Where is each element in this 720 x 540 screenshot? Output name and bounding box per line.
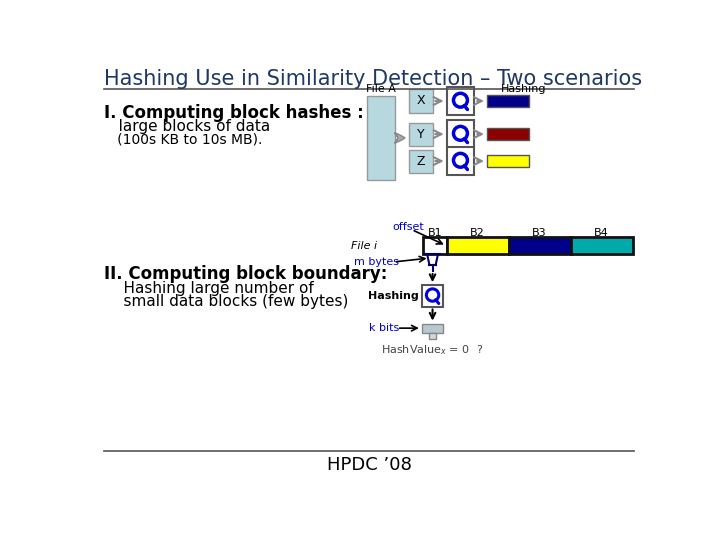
Text: HPDC ’08: HPDC ’08: [327, 456, 411, 474]
Text: B2: B2: [470, 228, 485, 238]
Bar: [409, 123, 433, 146]
Text: I. Computing block hashes :: I. Computing block hashes :: [104, 104, 364, 122]
Text: HashValue$_x$ = 0  ?: HashValue$_x$ = 0 ?: [382, 343, 484, 356]
Text: B1: B1: [428, 228, 442, 238]
Text: Hashing Use in Similarity Detection – Two scenarios: Hashing Use in Similarity Detection – Tw…: [104, 69, 642, 89]
Text: Y: Y: [417, 127, 425, 140]
Bar: [487, 128, 529, 140]
Text: large blocks of data: large blocks of data: [104, 119, 270, 134]
Bar: [570, 237, 632, 254]
Text: Z: Z: [417, 154, 426, 167]
Text: k bits: k bits: [369, 323, 400, 333]
Bar: [422, 285, 444, 307]
Text: X: X: [417, 94, 426, 107]
Bar: [409, 90, 433, 112]
Text: B3: B3: [532, 228, 546, 238]
Bar: [487, 95, 529, 107]
Bar: [409, 150, 433, 173]
Text: File i: File i: [351, 241, 377, 251]
Bar: [446, 120, 474, 148]
Bar: [446, 87, 474, 115]
Bar: [487, 155, 529, 167]
Bar: [508, 237, 570, 254]
Text: m bytes: m bytes: [354, 257, 398, 267]
Text: (100s KB to 10s MB).: (100s KB to 10s MB).: [104, 132, 262, 146]
Bar: [446, 237, 508, 254]
Text: File A: File A: [366, 84, 396, 94]
Text: small data blocks (few bytes): small data blocks (few bytes): [104, 294, 348, 309]
Text: Hashing: Hashing: [501, 84, 546, 94]
Text: II. Computing block boundary:: II. Computing block boundary:: [104, 265, 387, 284]
Text: B4: B4: [594, 228, 609, 238]
Text: Hashing large number of: Hashing large number of: [104, 281, 314, 295]
Bar: [428, 333, 436, 339]
Text: Hashing: Hashing: [368, 291, 418, 301]
Bar: [423, 237, 446, 254]
Text: offset: offset: [392, 221, 424, 232]
Bar: [422, 323, 444, 333]
Bar: [367, 96, 395, 180]
Bar: [446, 147, 474, 175]
